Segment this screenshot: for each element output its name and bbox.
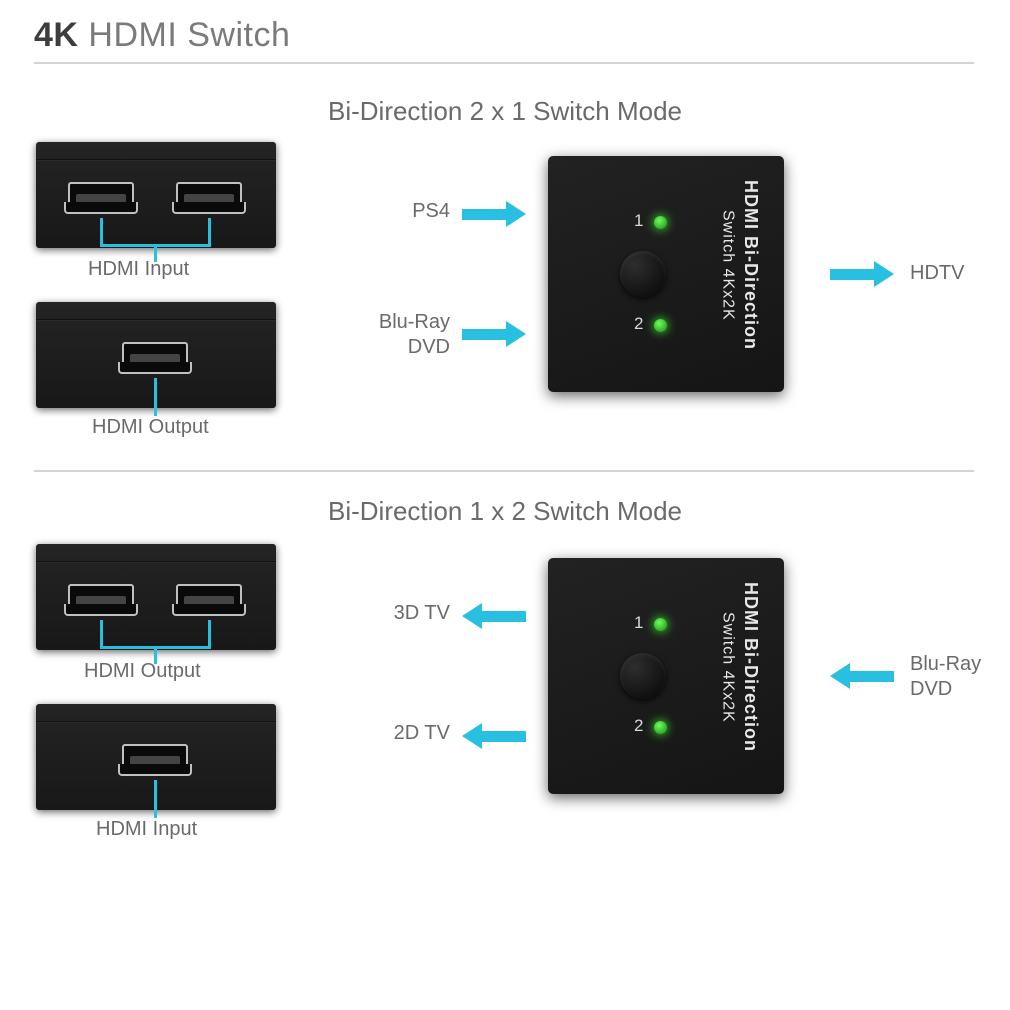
mode2-out1-label: 3D TV <box>360 602 450 625</box>
switch-button-icon <box>620 653 666 699</box>
hdmi-port-icon <box>122 342 188 372</box>
arrow-left-icon <box>830 663 894 689</box>
title-underline <box>34 62 974 64</box>
page-title: 4K HDMI Switch <box>34 16 290 55</box>
connector-line <box>100 620 103 648</box>
led-2-number: 2 <box>634 716 643 736</box>
mode1-output-label: HDMI Output <box>92 416 209 439</box>
switch-device: 1 2 HDMI Bi-Direction Switch 4Kx2K <box>548 156 784 392</box>
mode2-output-panel <box>36 544 276 650</box>
mode1-heading: Bi-Direction 2 x 1 Switch Mode <box>0 96 1010 127</box>
mode1-input-panel <box>36 142 276 248</box>
title-rest: HDMI Switch <box>88 16 290 54</box>
mode2-output-label: HDMI Output <box>84 660 201 683</box>
hdmi-port-icon <box>176 584 242 614</box>
switch-label-line2: Switch 4Kx2K <box>720 210 737 321</box>
mode2-heading: Bi-Direction 1 x 2 Switch Mode <box>0 496 1010 527</box>
led-2-icon <box>654 721 667 734</box>
arrow-right-icon <box>462 321 526 347</box>
switch-label: HDMI Bi-Direction Switch 4Kx2K <box>715 180 762 350</box>
connector-line <box>208 218 211 246</box>
arrow-right-icon <box>830 261 894 287</box>
hdmi-port-icon <box>122 744 188 774</box>
mode2-in-label: Blu-Ray DVD <box>910 652 981 702</box>
led-1-number: 1 <box>634 211 643 231</box>
connector-line <box>208 620 211 648</box>
led-2-number: 2 <box>634 314 643 334</box>
mode1-in2-line1: Blu-Ray <box>379 311 450 333</box>
hdmi-port-icon <box>176 182 242 212</box>
switch-device: 1 2 HDMI Bi-Direction Switch 4Kx2K <box>548 558 784 794</box>
mode1-out-label: HDTV <box>910 262 964 285</box>
led-1-number: 1 <box>634 613 643 633</box>
mode1-in1-label: PS4 <box>360 200 450 223</box>
switch-label: HDMI Bi-Direction Switch 4Kx2K <box>715 582 762 752</box>
connector-line <box>154 378 157 416</box>
mode1-input-label: HDMI Input <box>88 258 189 281</box>
switch-button-icon <box>620 251 666 297</box>
section-divider <box>34 470 974 472</box>
led-2-icon <box>654 319 667 332</box>
arrow-left-icon <box>462 603 526 629</box>
mode1-in2-line2: DVD <box>408 336 450 358</box>
switch-label-line1: HDMI Bi-Direction <box>741 180 761 350</box>
arrow-left-icon <box>462 723 526 749</box>
title-bold: 4K <box>34 16 78 54</box>
mode2-in-line1: Blu-Ray <box>910 653 981 675</box>
hdmi-port-icon <box>68 584 134 614</box>
led-1-icon <box>654 216 667 229</box>
mode2-in-line2: DVD <box>910 678 952 700</box>
led-1-icon <box>654 618 667 631</box>
connector-line <box>154 780 157 818</box>
switch-label-line2: Switch 4Kx2K <box>720 612 737 723</box>
mode2-input-label: HDMI Input <box>96 818 197 841</box>
mode1-in2-label: Blu-Ray DVD <box>360 310 450 360</box>
hdmi-port-icon <box>68 182 134 212</box>
connector-line <box>100 218 103 246</box>
mode2-out2-label: 2D TV <box>360 722 450 745</box>
arrow-right-icon <box>462 201 526 227</box>
switch-label-line1: HDMI Bi-Direction <box>741 582 761 752</box>
